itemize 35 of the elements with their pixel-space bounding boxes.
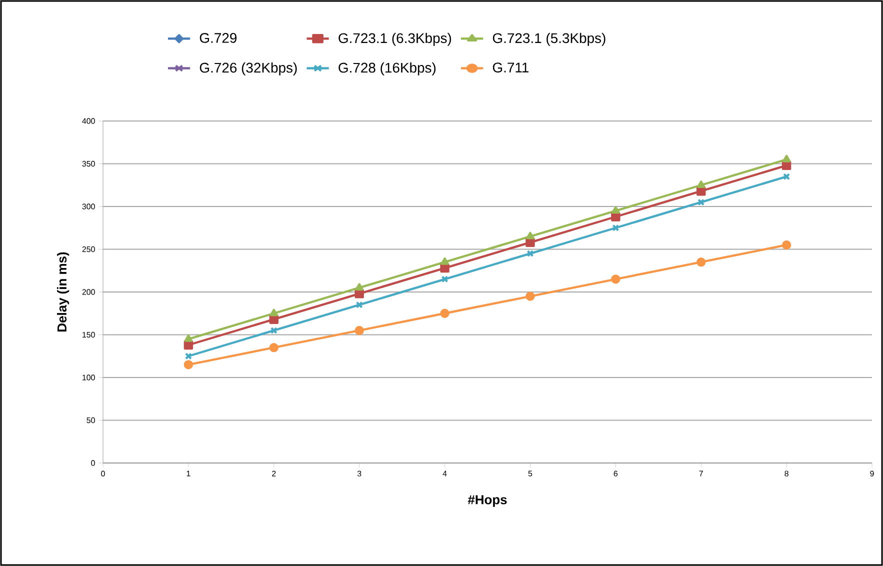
legend-label: G.723.1 (5.3Kbps) [492,32,606,46]
point [269,314,278,324]
point [441,276,448,283]
point [354,289,364,298]
point [355,283,364,291]
point [612,206,620,214]
point [440,308,450,318]
x-axis-title: #Hops [468,495,507,507]
legend-label: G.728 (16Kbps) [338,62,436,76]
point [612,224,620,232]
point [356,301,363,308]
point [184,360,194,370]
point [269,342,278,352]
point [526,292,535,301]
point [696,180,706,188]
legend-label: G.711 [492,62,528,72]
point [270,326,278,334]
point [696,257,706,267]
point [440,257,449,265]
legend-label: G.726 (32Kbps) [200,62,297,76]
point [526,238,535,248]
point [354,326,364,336]
point [440,263,450,273]
point [782,240,792,250]
point [184,334,193,342]
point [526,250,534,258]
legend-label: G.729 [200,33,237,43]
y-axis-title: Delay (in ms) [57,252,70,332]
point [611,274,620,284]
legend-label: G.723.1 (6.3Kbps) [338,32,452,46]
point [270,308,278,316]
point [526,232,534,240]
point [698,198,705,206]
point [611,212,620,222]
point [782,154,791,162]
